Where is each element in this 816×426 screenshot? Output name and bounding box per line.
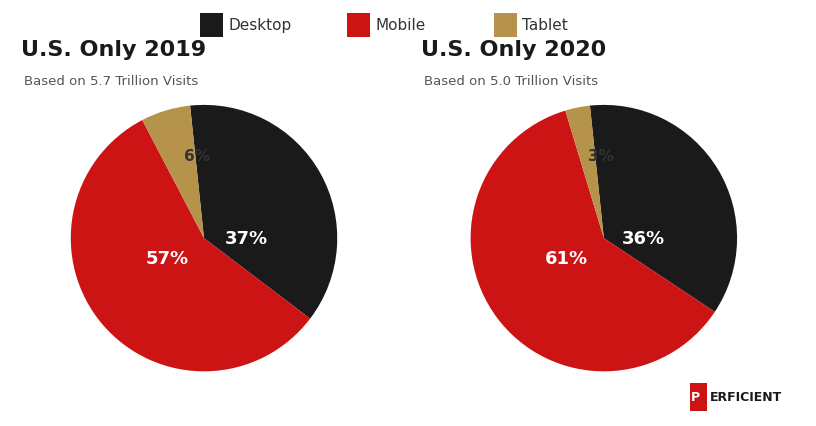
- Wedge shape: [471, 111, 715, 371]
- Text: 3%: 3%: [588, 149, 614, 164]
- Text: U.S. Only 2019: U.S. Only 2019: [21, 40, 206, 60]
- Text: 57%: 57%: [145, 250, 188, 268]
- Text: U.S. Only 2020: U.S. Only 2020: [421, 40, 606, 60]
- Wedge shape: [71, 121, 310, 371]
- Text: Based on 5.7 Trillion Visits: Based on 5.7 Trillion Visits: [24, 75, 199, 88]
- Wedge shape: [190, 106, 337, 319]
- Text: Tablet: Tablet: [522, 18, 568, 33]
- Text: 61%: 61%: [545, 250, 588, 268]
- Text: P: P: [691, 391, 700, 403]
- Wedge shape: [590, 106, 737, 312]
- Wedge shape: [142, 106, 204, 239]
- Text: 36%: 36%: [623, 230, 665, 248]
- Text: Desktop: Desktop: [228, 18, 292, 33]
- Text: 6%: 6%: [184, 149, 211, 164]
- Wedge shape: [565, 106, 604, 239]
- Text: ERFICIENT: ERFICIENT: [710, 391, 783, 403]
- Text: Mobile: Mobile: [375, 18, 426, 33]
- Text: 37%: 37%: [225, 230, 268, 248]
- Text: Based on 5.0 Trillion Visits: Based on 5.0 Trillion Visits: [424, 75, 598, 88]
